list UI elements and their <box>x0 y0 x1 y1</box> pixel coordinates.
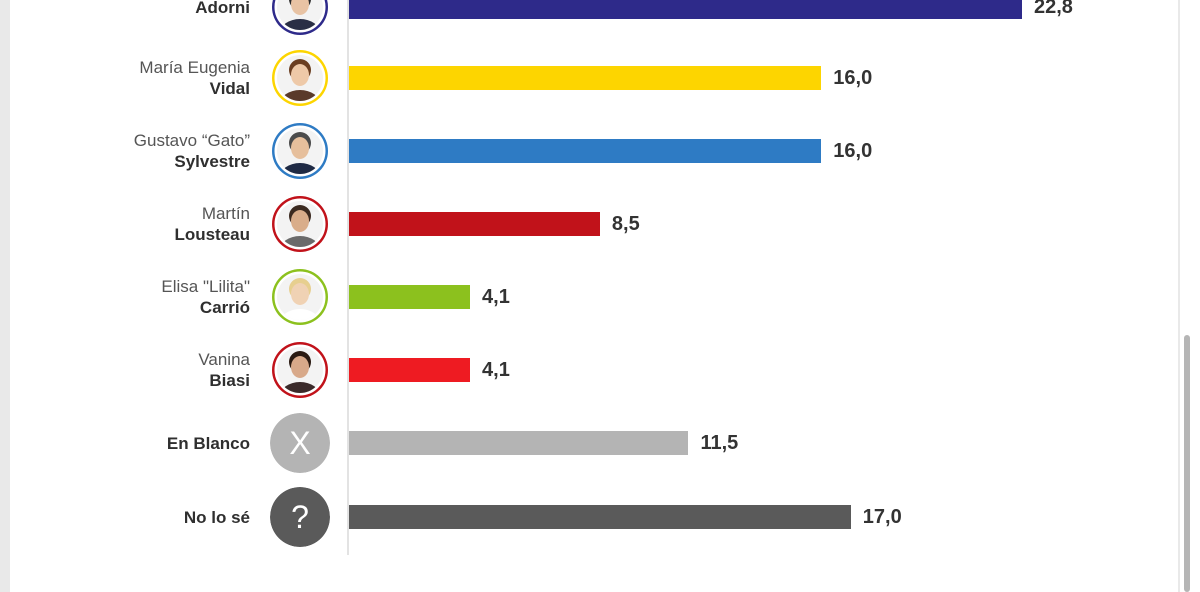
bar <box>349 0 1022 19</box>
bar <box>349 431 689 455</box>
category-label: Adorni <box>195 0 250 17</box>
data-label: 17,0 <box>862 506 902 528</box>
bar <box>349 505 851 529</box>
svg-text:?: ? <box>291 499 309 535</box>
category-label: Vanina Biasi <box>10 349 250 391</box>
category-last-name: Lousteau <box>174 225 250 244</box>
category-first-name: Martín <box>201 204 250 223</box>
data-label: 8,5 <box>611 213 640 235</box>
scrollbar-thumb[interactable] <box>1184 335 1190 592</box>
chart-row: Vanina Biasi 4,1 <box>0 334 1180 406</box>
bar <box>349 285 471 309</box>
bar <box>349 358 471 382</box>
bar <box>349 139 822 163</box>
chart-row: En Blanco X 11,5 <box>0 407 1180 479</box>
category-label: No lo sé <box>183 508 250 527</box>
bar <box>349 212 600 236</box>
chart-axis-line <box>347 0 349 555</box>
question-icon: ? <box>270 487 330 547</box>
avatar-icon <box>272 269 328 325</box>
category-label: Gustavo “Gato” Sylvestre <box>10 130 250 172</box>
x-icon: X <box>270 413 330 473</box>
scrollbar-track[interactable] <box>1180 0 1200 592</box>
data-label: 16,0 <box>833 67 873 89</box>
chart-row: Adorni 22,8 <box>0 0 1180 43</box>
avatar-icon <box>272 342 328 398</box>
data-label: 4,1 <box>482 359 510 381</box>
data-label: 16,0 <box>833 140 873 162</box>
chart-row: Martín Lousteau 8,5 <box>0 188 1180 260</box>
category-first-name: María Eugenia <box>139 58 250 77</box>
category-last-name: Sylvestre <box>174 152 250 171</box>
category-last-name: Biasi <box>209 371 250 390</box>
chart-row: No lo sé? 17,0 <box>0 481 1180 553</box>
category-first-name: Elisa "Lilita" <box>161 277 250 296</box>
chart-card <box>10 0 1178 592</box>
avatar-icon <box>272 0 328 35</box>
avatar-icon <box>272 123 328 179</box>
chart-row: María Eugenia Vidal 16,0 <box>0 42 1180 114</box>
bar <box>349 66 822 90</box>
category-label: En Blanco <box>166 434 250 453</box>
data-label: 4,1 <box>482 286 510 308</box>
category-label: Martín Lousteau <box>10 203 250 245</box>
chart-row: Gustavo “Gato” Sylvestre 16,0 <box>0 115 1180 187</box>
avatar-icon <box>272 196 328 252</box>
category-label: Elisa "Lilita" Carrió <box>10 276 250 318</box>
category-last-name: Vidal <box>209 79 250 98</box>
category-first-name: Vanina <box>198 350 250 369</box>
data-label: 22,8 <box>1034 0 1073 18</box>
chart-row: Elisa "Lilita" Carrió 4,1 <box>0 261 1180 333</box>
data-label: 11,5 <box>700 432 739 454</box>
avatar-icon <box>272 50 328 106</box>
svg-text:X: X <box>289 425 310 461</box>
category-first-name: Gustavo “Gato” <box>133 131 250 150</box>
category-last-name: Carrió <box>199 298 250 317</box>
category-label: María Eugenia Vidal <box>10 57 250 99</box>
